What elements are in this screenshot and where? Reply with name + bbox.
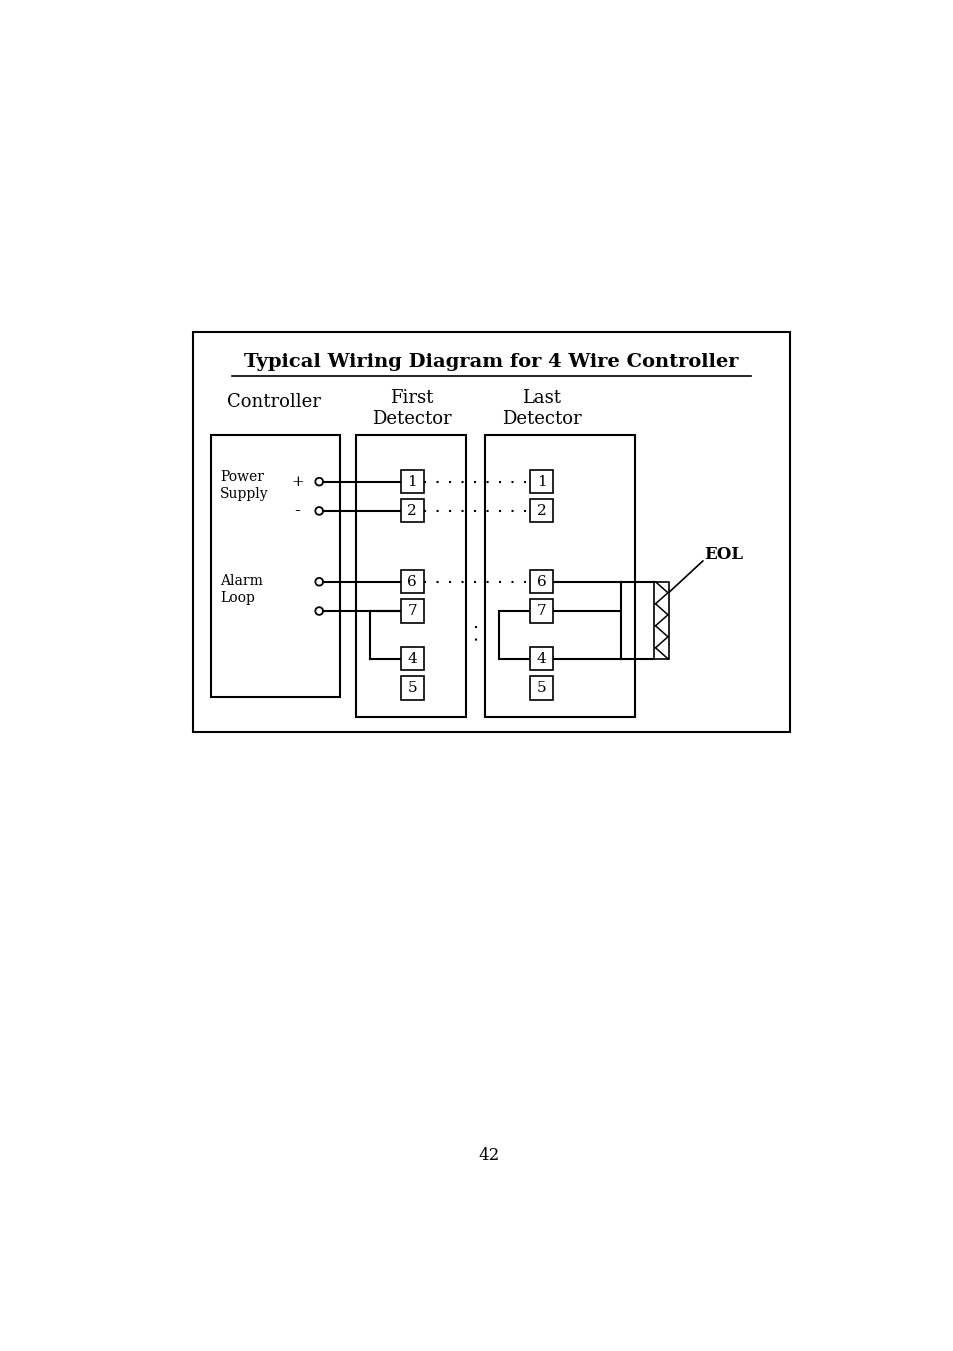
Text: 7: 7 <box>407 604 416 617</box>
Bar <box>400 470 423 493</box>
Bar <box>530 647 553 670</box>
Bar <box>400 600 423 623</box>
Bar <box>400 647 423 670</box>
Text: 7: 7 <box>537 604 546 617</box>
Bar <box>530 470 553 493</box>
Bar <box>530 570 553 593</box>
Text: Alarm
Loop: Alarm Loop <box>220 574 263 604</box>
Text: 2: 2 <box>407 504 416 517</box>
Text: Typical Wiring Diagram for 4 Wire Controller: Typical Wiring Diagram for 4 Wire Contro… <box>244 354 738 372</box>
Text: 2: 2 <box>537 504 546 517</box>
Text: Controller: Controller <box>227 393 321 411</box>
Bar <box>193 331 789 732</box>
Text: 4: 4 <box>407 651 416 666</box>
Text: EOL: EOL <box>703 546 742 563</box>
Text: 6: 6 <box>537 574 546 589</box>
Bar <box>355 435 466 716</box>
Text: Power
Supply: Power Supply <box>220 470 269 501</box>
Text: First
Detector: First Detector <box>372 389 452 428</box>
Bar <box>530 600 553 623</box>
Text: Last
Detector: Last Detector <box>501 389 580 428</box>
Text: 4: 4 <box>537 651 546 666</box>
Text: -: - <box>294 503 300 520</box>
Text: +: + <box>291 474 304 489</box>
Text: 5: 5 <box>537 681 546 694</box>
Bar <box>530 677 553 700</box>
Bar <box>400 677 423 700</box>
Bar <box>654 582 669 659</box>
Text: 5: 5 <box>407 681 416 694</box>
Text: 42: 42 <box>477 1147 499 1165</box>
Text: 1: 1 <box>407 474 416 489</box>
Bar <box>400 570 423 593</box>
Bar <box>530 500 553 523</box>
Bar <box>400 500 423 523</box>
Text: 6: 6 <box>407 574 416 589</box>
Text: 1: 1 <box>537 474 546 489</box>
Bar <box>211 435 340 697</box>
Bar <box>484 435 634 716</box>
